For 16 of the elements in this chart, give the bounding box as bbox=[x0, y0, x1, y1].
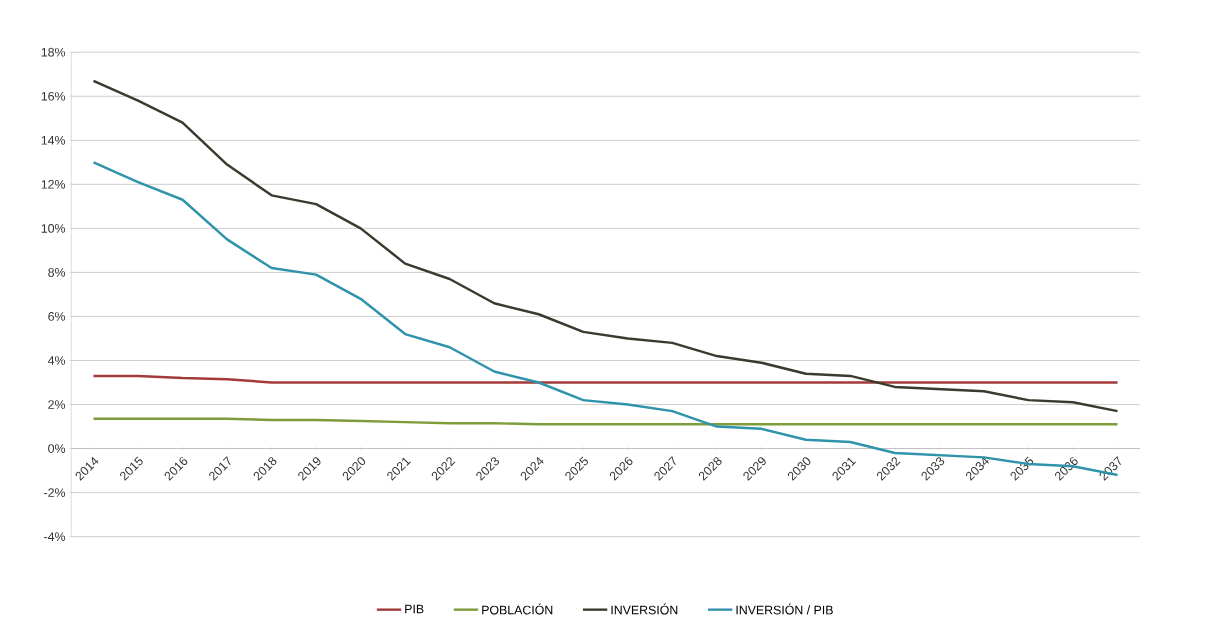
y-tick-label: 4% bbox=[47, 356, 66, 365]
y-tick-label: 8% bbox=[48, 268, 66, 277]
y-tick-label: -4% bbox=[44, 532, 66, 542]
legend-label: INVERSIÓN bbox=[611, 603, 678, 615]
legend-label: PIB bbox=[405, 604, 424, 614]
y-tick-label: -2% bbox=[44, 488, 66, 498]
y-tick-label: 2% bbox=[48, 400, 66, 410]
y-tick-label: 6% bbox=[48, 312, 66, 322]
legend-label: INVERSIÓN / PIB bbox=[736, 603, 833, 615]
y-tick-label: 18% bbox=[41, 48, 66, 57]
y-tick-label: 12% bbox=[41, 180, 66, 189]
legend-label: POBLACIÓN bbox=[482, 603, 553, 615]
y-tick-label: 0% bbox=[48, 444, 66, 454]
y-tick-label: 10% bbox=[41, 224, 66, 233]
y-tick-label: 16% bbox=[41, 92, 66, 101]
y-tick-label: 14% bbox=[41, 136, 66, 145]
